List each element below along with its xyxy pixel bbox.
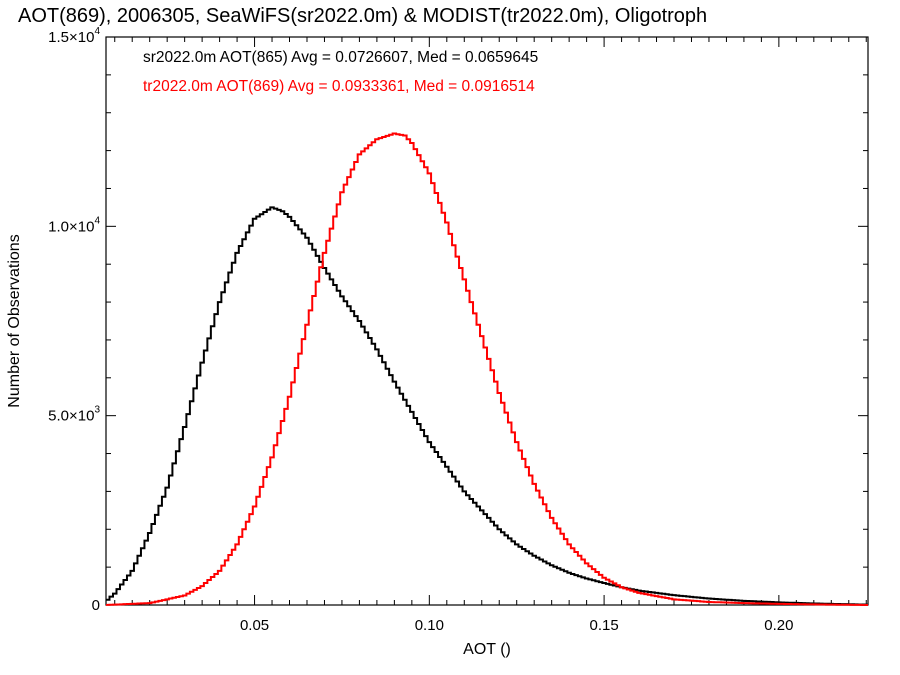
black-series-annotation: sr2022.0m AOT(865) Avg = 0.0726607, Med … [143,49,538,66]
x-tick-label: 0.05 [240,617,269,634]
y-tick-label-exponent: 4 [94,215,100,226]
red-series-annotation: tr2022.0m AOT(869) Avg = 0.0933361, Med … [143,78,535,95]
y-tick-label: 1.5×104 [48,26,100,46]
y-tick-label-base: 0 [92,597,100,614]
x-tick-label: 0.10 [415,617,444,634]
series-lines [106,132,868,606]
x-tick-label: 0.15 [589,617,618,634]
series-line-1 [106,132,868,606]
y-tick-label-base: 1.5×10 [48,29,94,46]
x-tick-label: 0.20 [764,617,793,634]
y-axis-label: Number of Observations [6,234,23,407]
y-tick-label-exponent: 4 [94,26,100,37]
x-axis-label: AOT () [463,641,511,658]
y-tick-label-exponent: 3 [94,405,100,416]
x-axis-ticks: 0.05 0.10 0.15 0.20 [114,37,867,634]
y-tick-label: 0 [92,597,100,614]
series-line-0 [106,206,868,606]
y-tick-label-base: 5.0×10 [48,408,94,425]
plot-frame [105,36,869,606]
y-tick-label-base: 1.0×10 [48,218,94,235]
chart-title: AOT(869), 2006305, SeaWiFS(sr2022.0m) & … [18,5,707,27]
y-tick-label: 5.0×103 [48,405,100,425]
y-tick-label: 1.0×104 [48,215,100,235]
